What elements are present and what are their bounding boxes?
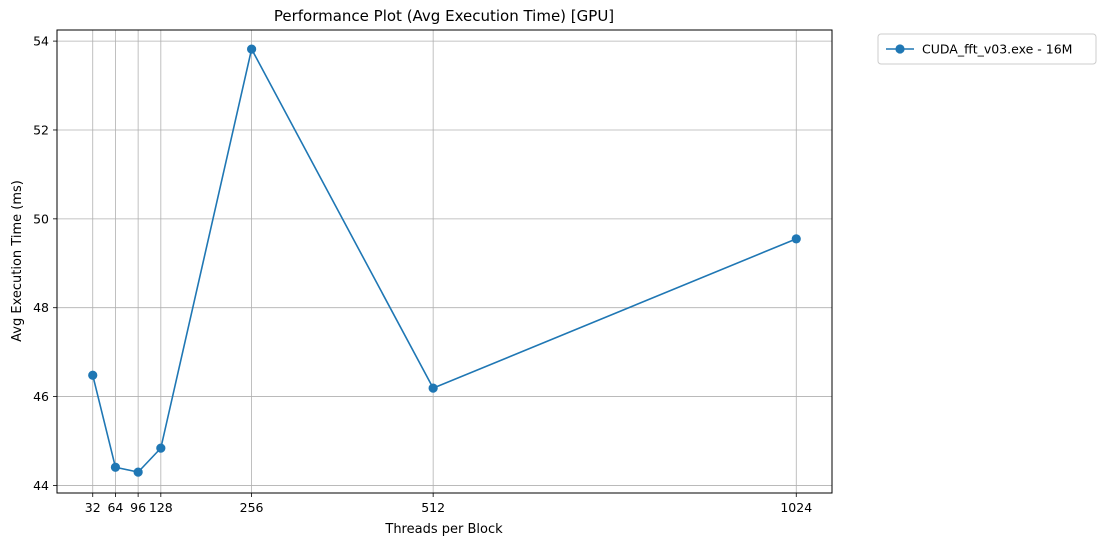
y-tick-label: 48 (33, 300, 49, 315)
y-tick-label: 50 (33, 211, 49, 226)
data-point (247, 44, 257, 54)
x-tick-label: 128 (149, 500, 173, 515)
x-axis-label: Threads per Block (384, 522, 503, 537)
legend-series-label: CUDA_fft_v03.exe - 16M (922, 42, 1072, 57)
chart-title: Performance Plot (Avg Execution Time) [G… (274, 7, 614, 25)
x-tick-label: 1024 (780, 500, 812, 515)
data-point (88, 370, 98, 380)
data-point (156, 443, 166, 453)
y-tick-label: 54 (33, 34, 49, 49)
legend-box (877, 33, 1097, 65)
data-point (133, 467, 143, 477)
legend: CUDA_fft_v03.exe - 16M (877, 33, 1097, 65)
data-point (428, 383, 438, 393)
x-tick-label: 256 (240, 500, 264, 515)
y-axis: 44 46 48 50 52 54 (33, 34, 57, 493)
y-axis-label: Avg Execution Time (ms) (10, 180, 25, 342)
x-tick-label: 32 (85, 500, 101, 515)
y-tick-label: 52 (33, 122, 49, 137)
legend-series-marker (895, 44, 905, 54)
y-tick-label: 46 (33, 389, 49, 404)
data-point (791, 234, 801, 244)
x-tick-label: 96 (130, 500, 146, 515)
grid-lines (57, 30, 832, 493)
data-point (110, 462, 121, 472)
y-tick-label: 44 (33, 478, 49, 493)
data-series (88, 44, 801, 477)
x-tick-label: 64 (107, 500, 123, 515)
x-tick-label: 512 (421, 500, 445, 515)
plot-area-frame (56, 29, 833, 494)
x-axis: 32 64 96 128 256 512 1024 (85, 493, 812, 515)
